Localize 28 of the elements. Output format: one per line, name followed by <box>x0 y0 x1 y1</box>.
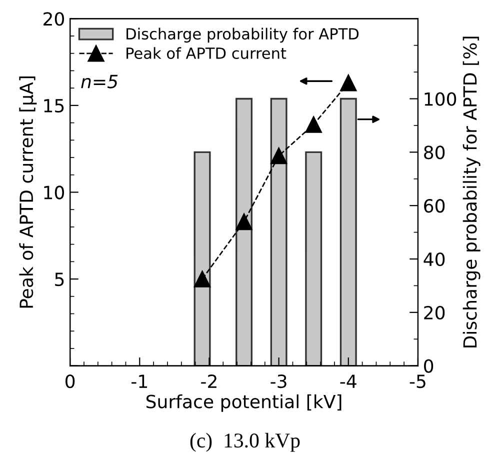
y2-tick-label: 0 <box>424 359 434 373</box>
y2-tick-label: 20 <box>424 306 445 320</box>
y2-axis-title: Discharge probability for APTD [%] <box>462 36 480 348</box>
legend-label: Peak of APTD current <box>126 47 286 59</box>
text: (c) 13.0 kVp <box>190 432 300 452</box>
x-tick-label: -3 <box>270 374 286 388</box>
y2-tick-label: 60 <box>424 199 445 213</box>
x-tick-label: -2 <box>201 374 216 388</box>
x-tick-label: -5 <box>410 374 426 388</box>
x-tick-label: 0 <box>66 374 75 388</box>
legend-label: Discharge probability for APTD <box>126 28 359 43</box>
y-axis-title: Peak of APTD current [μA] <box>19 76 37 308</box>
y-tick-label: 20 <box>44 12 64 26</box>
y-tick-label: 5 <box>55 272 64 286</box>
x-axis-title: Surface potential [kV] <box>146 394 342 412</box>
y2-tick-label: 40 <box>424 252 445 266</box>
point <box>194 270 211 288</box>
x-tick-label: -4 <box>340 374 356 388</box>
point <box>305 116 322 133</box>
point <box>270 147 288 164</box>
y2-tick-label: 100 <box>424 92 456 106</box>
point <box>340 74 357 92</box>
x-tick-label: -1 <box>132 374 147 388</box>
annotation: n=5 <box>81 74 118 88</box>
y2-tick-label: 80 <box>424 146 445 160</box>
y-tick-label: 15 <box>44 99 64 113</box>
point <box>236 213 252 230</box>
y-tick-label: 10 <box>44 186 64 200</box>
